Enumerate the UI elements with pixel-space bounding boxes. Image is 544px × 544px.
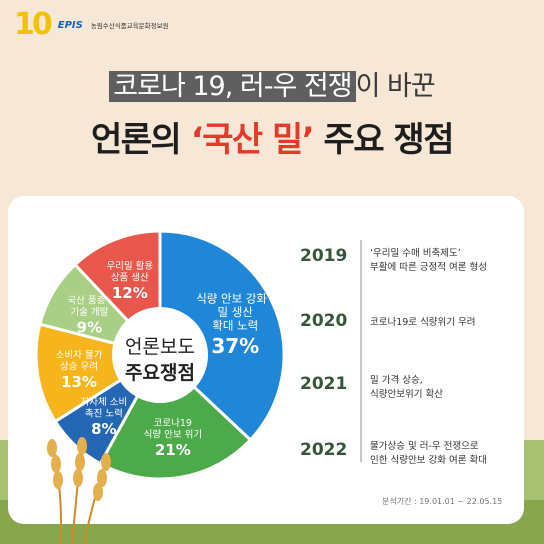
- timeline-text-line: ‘우리밀 수매 비축제도’: [370, 248, 461, 259]
- pie-slice-label: 국산 품종 ·: [67, 295, 111, 306]
- title-line1-highlight: 코로나 19, 러-우 전쟁: [109, 71, 356, 102]
- pie-slice-value: 37%: [211, 334, 259, 358]
- pie-slice: [158, 229, 286, 443]
- title-line2-red: ‘국산 밀’: [190, 120, 315, 160]
- pie-slice-label: 기술 개발: [70, 307, 108, 318]
- logo-brand: EPIS: [57, 19, 83, 31]
- pie-slice: [98, 352, 253, 481]
- timeline-text-2022: 물가상승 및 러-우 전쟁으로 인한 식량안보 강화 여론 확대: [370, 440, 520, 468]
- title-line1: 코로나 19, 러-우 전쟁 이 바꾼: [0, 64, 544, 103]
- timeline-text-line: 코로나19로 식량위기 우려: [370, 317, 476, 328]
- pie-slice-value: 13%: [61, 373, 97, 391]
- pie-slice-label: 촉진 노력: [85, 407, 123, 419]
- pie-slice-label: 밀 생산: [218, 305, 254, 319]
- pie-slice-label: 식량 안보 위기: [144, 428, 202, 440]
- timeline-year-2021: 2021: [300, 374, 348, 394]
- pie-slice-label: 우리밀 활용: [106, 260, 153, 272]
- analysis-period: 분석기간 : 19.01.01 ~ 22.05.15: [382, 497, 503, 506]
- timeline-text-2020: 코로나19로 식량위기 우려: [370, 316, 520, 330]
- pie-center-label-2: 주요쟁점: [125, 362, 195, 384]
- title-line2-pre: 언론의: [91, 120, 191, 160]
- timeline-text-line: 밀 가격 상승,: [370, 375, 423, 386]
- timeline-text-line: 식량안보위기 확산: [370, 388, 443, 400]
- timeline-year-2019: 2019: [300, 246, 348, 266]
- timeline-text-line: 인한 식량안보 강화 여론 확대: [370, 454, 487, 466]
- logo-org-name: 농림수산식품교육문화정보원: [90, 22, 169, 30]
- pie-slice-label: 확대 노력: [212, 319, 258, 333]
- pie-slice-value: 9%: [77, 318, 102, 336]
- pie-slice-value: 21%: [155, 441, 191, 459]
- title-line1-rest: 이 바꾼: [355, 71, 436, 102]
- wheat-illustration: [47, 437, 111, 544]
- logo: 10 EPIS 농림수산식품교육문화정보원: [14, 10, 169, 40]
- timeline-text-line: 부활에 따른 긍정적 여론 형성: [370, 261, 487, 273]
- timeline-line: [360, 240, 362, 462]
- pie-slice-value: 12%: [112, 284, 148, 302]
- timeline-year-2020: 2020: [300, 311, 348, 331]
- timeline-text-line: 물가상승 및 러-우 전쟁으로: [370, 441, 479, 452]
- pie-slice-value: 8%: [91, 420, 116, 438]
- pie-slice-label: 소비자 물가: [56, 350, 103, 361]
- pie-slice-label: 지자체 소비: [80, 397, 127, 408]
- timeline-text-2019: ‘우리밀 수매 비축제도’ 부활에 따른 긍정적 여론 형성: [370, 247, 520, 275]
- pie-slice-label: 상승 우려: [60, 360, 98, 372]
- title-line2-post: 주요 쟁점: [313, 120, 455, 160]
- pie-center: [112, 307, 208, 403]
- pie-slice-label: 코로나19: [154, 418, 192, 429]
- timeline-year-2022: 2022: [300, 440, 348, 460]
- pie-slice-label: 상품 생산: [111, 272, 149, 283]
- title-line2: 언론의 ‘국산 밀’ 주요 쟁점: [0, 112, 544, 161]
- logo-anniversary: 10: [14, 7, 53, 42]
- pie-center-label-1: 언론보도: [125, 336, 195, 358]
- timeline-text-2021: 밀 가격 상승, 식량안보위기 확산: [370, 374, 520, 402]
- pie-slice-label: 식량 안보 강화 ·: [196, 292, 274, 306]
